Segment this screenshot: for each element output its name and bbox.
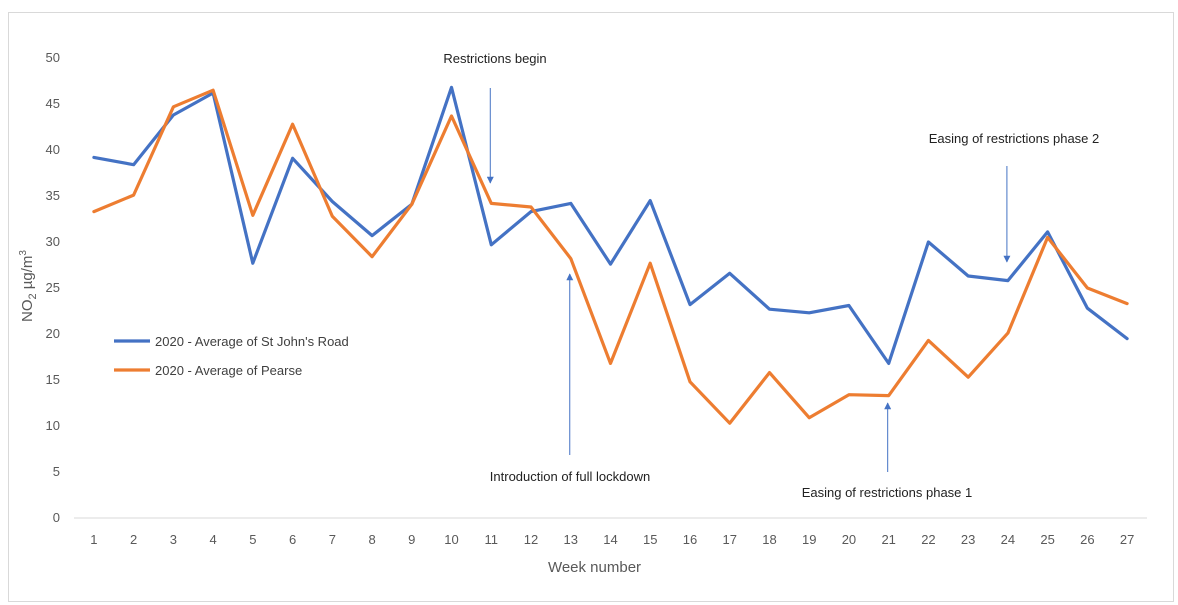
x-tick-label: 11 [485,532,499,547]
x-tick-label: 5 [249,532,256,547]
legend-label: 2020 - Average of St John's Road [155,334,349,349]
y-axis-title-sup: 3 [18,250,29,256]
x-axis-ticks: 1 2 3 4 5 6 7 8 9 10 11 12 13 14 15 16 17 18 19 20 21 22 23 24 2… [90,532,1134,547]
x-tick-label: 15 [643,532,657,547]
x-axis-title: Week number [548,559,641,576]
y-axis-title-main: NO [19,300,36,323]
x-tick-label: 21 [881,532,895,547]
y-axis-title-sub: 2 [27,293,39,299]
y-tick-label: 0 [53,510,60,525]
x-tick-label: 12 [524,532,538,547]
x-tick-label: 27 [1120,532,1134,547]
x-tick-label: 17 [722,532,736,547]
y-axis-title: NO2 µg/m3 [18,250,39,322]
series-line [92,85,1129,365]
legend-label: 2020 - Average of Pearse [155,363,302,378]
legend: 2020 - Average of St John's Road 2020 - A… [114,334,349,378]
x-tick-label: 23 [961,532,975,547]
x-tick-label: 3 [170,532,177,547]
x-tick-label: 18 [762,532,776,547]
x-tick-label: 14 [603,532,617,547]
x-tick-label: 26 [1080,532,1094,547]
y-tick-label: 10 [46,418,60,433]
x-tick-label: 8 [368,532,375,547]
y-tick-label: 15 [46,372,60,387]
x-tick-label: 25 [1040,532,1054,547]
y-axis-title-unit: µg/m [19,256,36,294]
annotation-label: Restrictions begin [443,51,546,66]
y-tick-label: 50 [46,50,60,65]
x-tick-label: 7 [329,532,336,547]
y-tick-label: 20 [46,326,60,341]
series-line [92,88,1129,425]
annotations: Restrictions begin Introduction of full l… [443,51,1099,500]
x-tick-label: 2 [130,532,137,547]
y-tick-label: 40 [46,142,60,157]
series-lines [92,85,1129,425]
chart-frame [8,12,1174,602]
x-tick-label: 10 [444,532,458,547]
annotation-label: Easing of restrictions phase 1 [802,485,973,500]
x-tick-label: 24 [1001,532,1015,547]
x-tick-label: 19 [802,532,816,547]
x-tick-label: 1 [90,532,97,547]
y-tick-label: 35 [46,188,60,203]
y-tick-label: 5 [53,464,60,479]
x-tick-label: 16 [683,532,697,547]
x-tick-label: 22 [921,532,935,547]
x-tick-label: 13 [564,532,578,547]
y-axis-ticks: 0 5 10 15 20 25 30 35 40 45 50 [46,50,60,525]
annotation-label: Easing of restrictions phase 2 [929,131,1100,146]
annotation-label: Introduction of full lockdown [490,469,650,484]
y-tick-label: 45 [46,96,60,111]
x-tick-label: 6 [289,532,296,547]
x-tick-label: 9 [408,532,415,547]
y-tick-label: 25 [46,280,60,295]
x-tick-label: 4 [209,532,216,547]
y-tick-label: 30 [46,234,60,249]
x-tick-label: 20 [842,532,856,547]
